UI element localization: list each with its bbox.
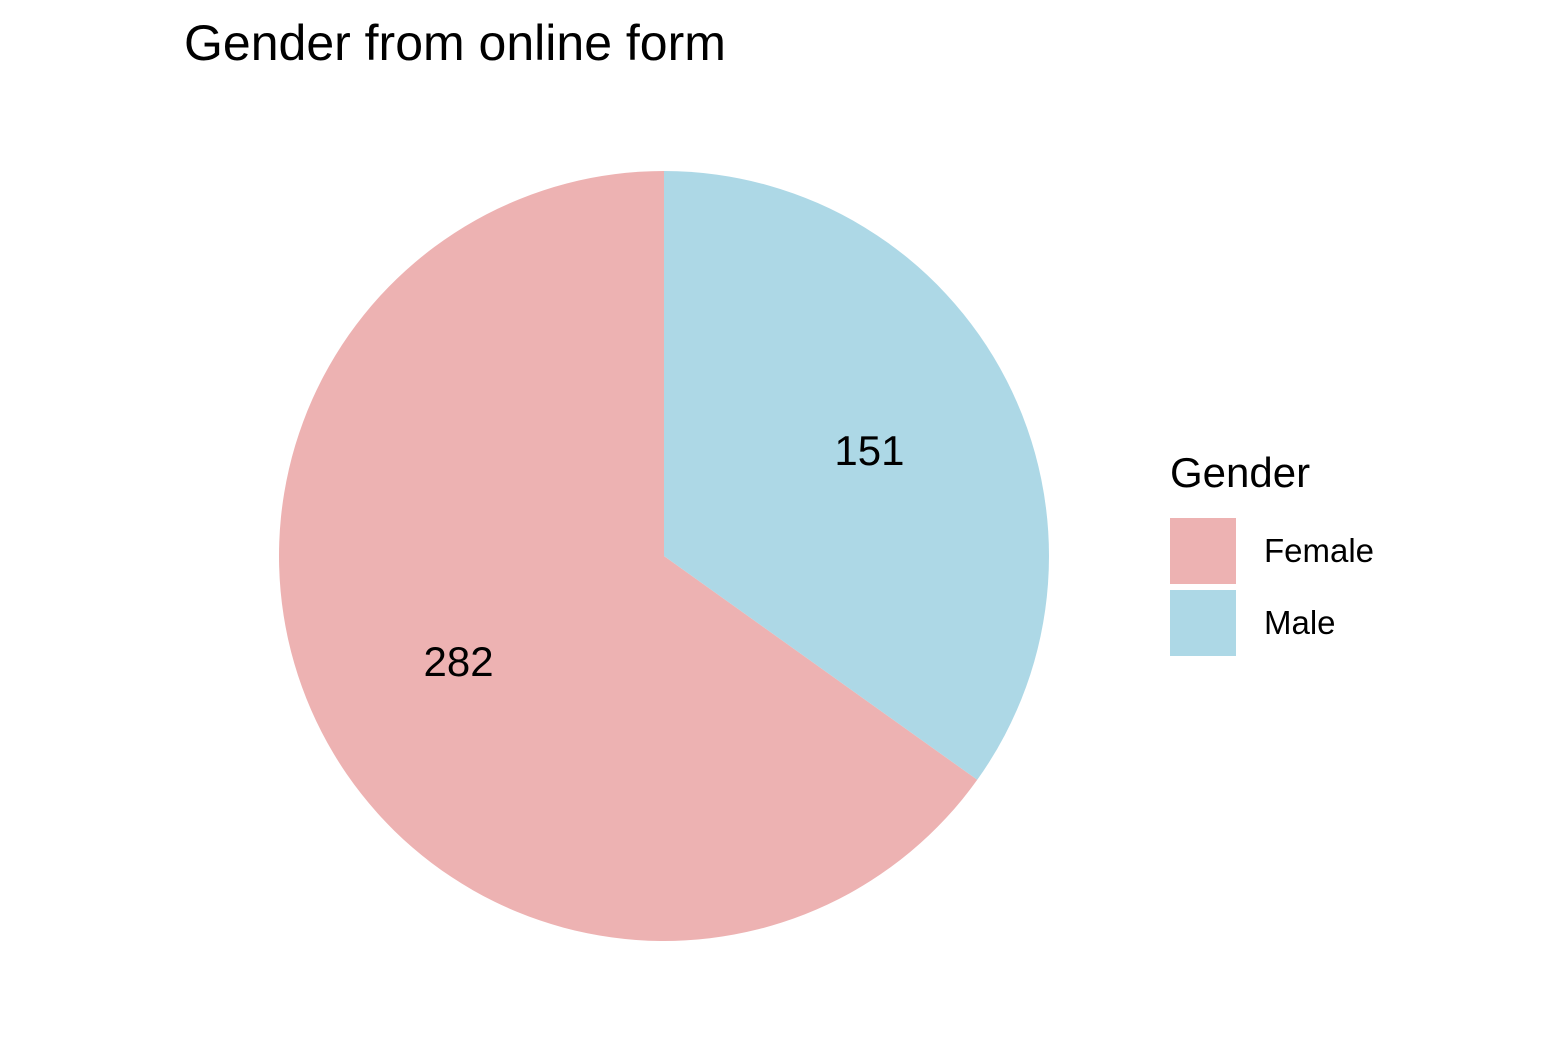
- legend-key-female: [1170, 518, 1236, 584]
- legend-item-female: Female: [1170, 518, 1374, 584]
- pie-slice-female: [279, 171, 978, 941]
- legend: Gender Female Male: [1170, 452, 1374, 662]
- legend-title: Gender: [1170, 449, 1311, 496]
- legend-label-female: Female: [1264, 532, 1375, 569]
- pie-slice-labels: 282 151: [424, 427, 905, 685]
- pie-slices: [279, 171, 1049, 941]
- slice-label-female: 282: [424, 638, 494, 685]
- legend-label-male: Male: [1264, 604, 1336, 641]
- pie-slice-male: [664, 171, 1049, 780]
- legend-item-male: Male: [1170, 590, 1374, 656]
- slice-label-male: 151: [834, 427, 904, 474]
- chart-title: Gender from online form: [184, 15, 726, 71]
- legend-key-male: [1170, 590, 1236, 656]
